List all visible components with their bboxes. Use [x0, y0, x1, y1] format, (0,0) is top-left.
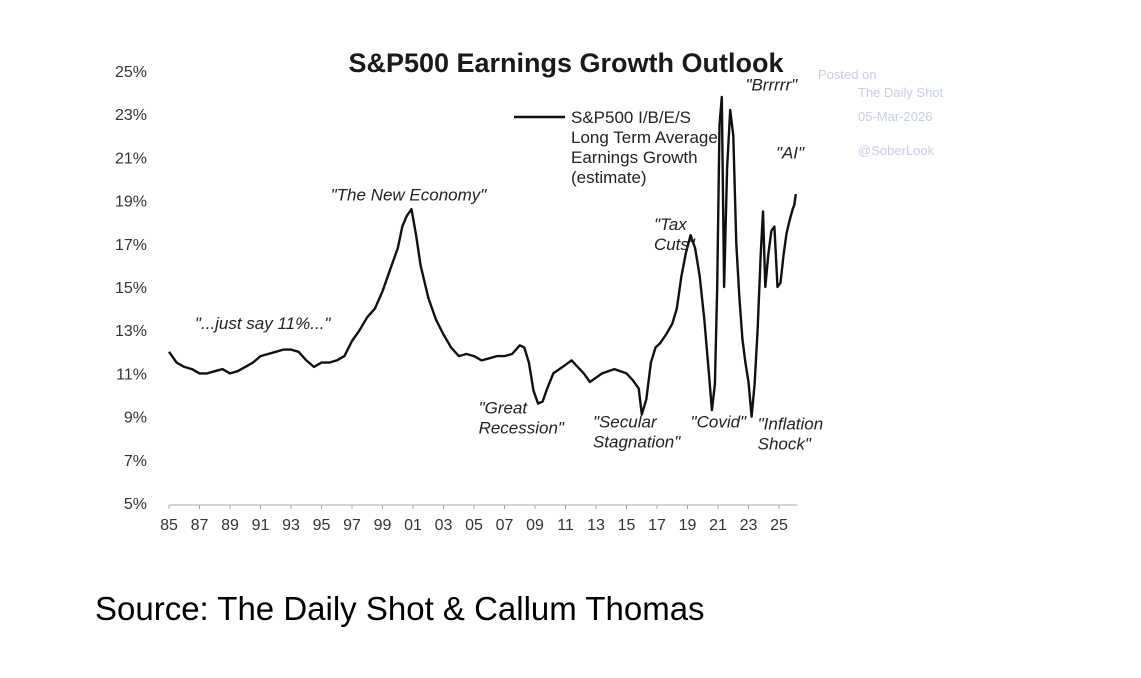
watermark-text: Posted on [818, 67, 877, 82]
x-tick-label: 23 [740, 517, 758, 534]
source-note: Source: The Daily Shot & Callum Thomas [95, 590, 705, 627]
annotation-label: "The New Economy" [331, 186, 488, 205]
watermark-text: The Daily Shot [858, 85, 944, 100]
x-tick-label: 85 [160, 517, 178, 534]
y-tick-label: 7% [124, 453, 147, 470]
y-tick-label: 11% [116, 366, 147, 383]
y-tick-label: 25% [115, 64, 147, 81]
annotation-label: "Secular Stagnation" [593, 412, 681, 451]
y-tick-label: 17% [115, 237, 147, 254]
chart-title: S&P500 Earnings Growth Outlook [348, 48, 784, 78]
x-tick-label: 91 [252, 517, 270, 534]
y-tick-label: 23% [115, 107, 147, 124]
annotations: "...just say 11%..." "The New Economy" "Gr… [195, 75, 823, 453]
y-tick-label: 21% [115, 150, 147, 167]
x-axis-ticks: 85 87 89 91 93 95 97 99 01 03 05 07 09 11 13 15 17 19 21 23… [160, 505, 788, 534]
x-tick-label: 13 [587, 517, 605, 534]
x-tick-label: 87 [191, 517, 209, 534]
annotation-label: "Brrrrr" [745, 75, 798, 94]
annotation-label: "AI" [776, 143, 805, 162]
x-tick-label: 07 [496, 517, 514, 534]
x-tick-label: 21 [709, 517, 727, 534]
watermark-text: 05-Mar-2026 [858, 109, 932, 124]
x-tick-label: 99 [374, 517, 392, 534]
watermark: Posted on The Daily Shot 05-Mar-2026 @Sober… [818, 67, 944, 158]
annotation-label: "Great Recession" [479, 398, 565, 437]
x-tick-label: 15 [618, 517, 636, 534]
x-tick-label: 17 [648, 517, 666, 534]
x-tick-label: 19 [679, 517, 697, 534]
y-tick-label: 13% [115, 323, 147, 340]
y-tick-label: 19% [115, 194, 147, 211]
y-tick-label: 9% [124, 410, 147, 427]
x-tick-label: 25 [770, 517, 788, 534]
annotation-label: "...just say 11%..." [195, 314, 331, 333]
legend-label: S&P500 I/B/E/S Long Term Average Earnings … [571, 108, 718, 187]
annotation-label: "Tax Cuts" [654, 215, 696, 254]
x-tick-label: 09 [526, 517, 544, 534]
x-tick-label: 89 [221, 517, 239, 534]
x-tick-label: 05 [465, 517, 483, 534]
annotation-label: "Covid" [691, 412, 747, 431]
x-tick-label: 03 [435, 517, 453, 534]
legend: S&P500 I/B/E/S Long Term Average Earnings … [514, 108, 718, 187]
watermark-text: @SoberLook [858, 143, 935, 158]
y-axis-ticks: 5% 7% 9% 11% 13% 15% 17% 19% 21% 23% 25% [115, 64, 147, 513]
series-line [168, 95, 797, 418]
y-tick-label: 5% [124, 496, 147, 513]
annotation-label: "Inflation Shock" [758, 415, 824, 454]
y-tick-label: 15% [115, 280, 147, 297]
x-tick-label: 97 [343, 517, 361, 534]
x-tick-label: 95 [313, 517, 331, 534]
x-tick-label: 93 [282, 517, 300, 534]
x-tick-label: 11 [557, 517, 574, 534]
x-tick-label: 01 [404, 517, 422, 534]
